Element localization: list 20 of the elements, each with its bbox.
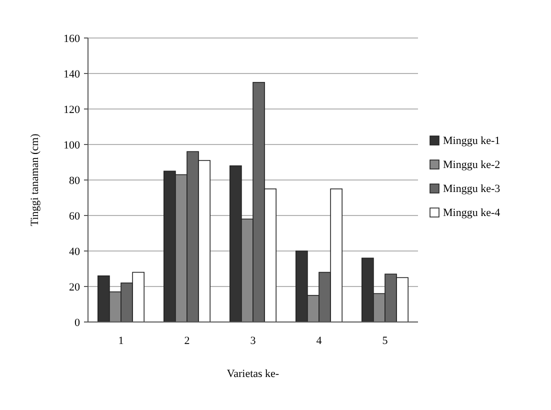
- y-tick-label: 80: [69, 174, 80, 187]
- y-tick-label: 120: [64, 104, 80, 116]
- x-tick-label: 5: [382, 335, 388, 347]
- x-tick-label: 3: [250, 335, 256, 347]
- y-tick-label: 0: [74, 316, 80, 329]
- legend-label: Minggu ke-3: [443, 183, 501, 195]
- x-tick-label: 2: [184, 335, 190, 347]
- x-tick-label: 4: [316, 335, 322, 347]
- y-tick-label: 140: [64, 68, 80, 80]
- y-tick-label: 40: [69, 246, 80, 258]
- x-tick-label: 1: [118, 335, 124, 347]
- legend-label: Minggu ke-2: [443, 159, 500, 171]
- y-tick-label: 100: [64, 139, 80, 152]
- legend-label: Minggu ke-4: [443, 207, 501, 219]
- y-tick-label: 160: [64, 32, 80, 45]
- legend-label: Minggu ke-1: [443, 135, 500, 147]
- y-tick-label: 20: [69, 281, 80, 294]
- y-tick-label: 60: [69, 210, 80, 222]
- x-axis-title: Varietas ke-: [226, 368, 280, 380]
- y-axis-title: Tinggi tanaman (cm): [29, 133, 41, 226]
